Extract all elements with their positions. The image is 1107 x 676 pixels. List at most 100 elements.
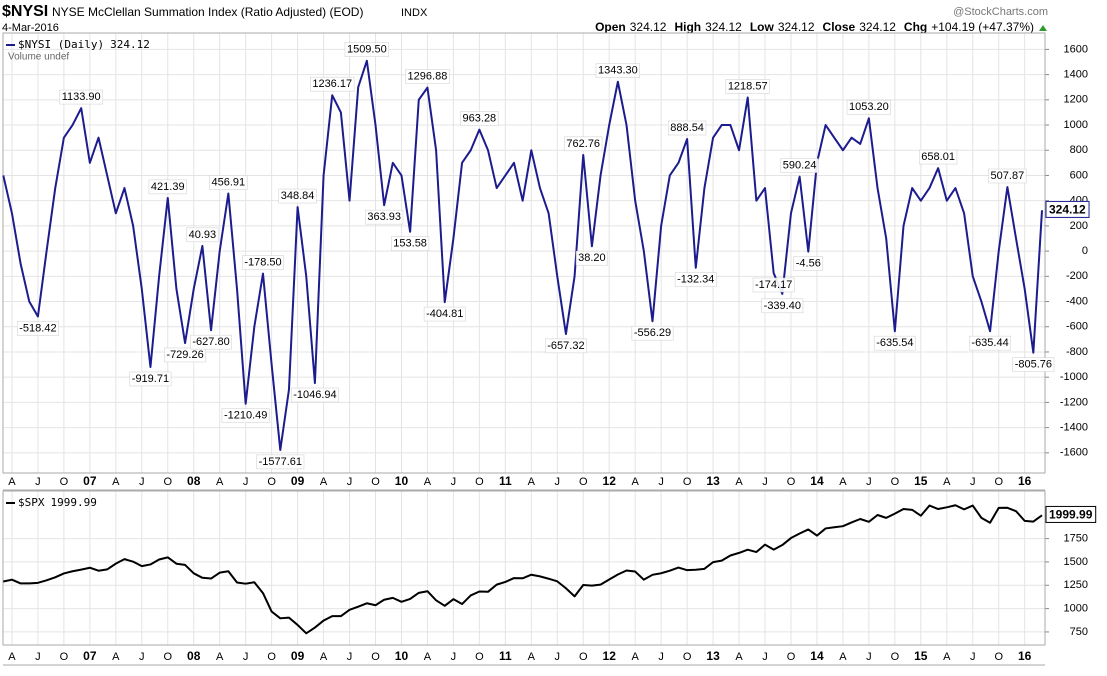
x-tick-label: 16 (1018, 474, 1032, 488)
last-value-box (1045, 200, 1090, 218)
x-tick-label: 12 (603, 474, 617, 488)
y-tick-label: -1400 (1060, 422, 1088, 434)
x-tick-label: J (555, 651, 561, 663)
value-label-group: -919.71 (129, 371, 172, 387)
stat-value: +104.19 (+47.37%) (931, 20, 1034, 34)
value-label-box (405, 69, 450, 84)
x-tick-label: O (787, 476, 796, 488)
value-label-group: -174.17 (752, 277, 795, 293)
x-tick-label: J (347, 476, 353, 488)
x-tick-label: J (451, 651, 457, 663)
plot-frame (2, 490, 1046, 646)
y-tick-label: 750 (1070, 626, 1088, 638)
value-label-box (595, 63, 640, 78)
x-tick-label: A (320, 651, 328, 663)
value-label-group: 1053.20 (846, 99, 892, 115)
value-label-box (278, 188, 317, 204)
x-tick-label: 10 (395, 474, 409, 488)
x-tick-label: J (555, 476, 561, 488)
x-tick-label: O (163, 651, 172, 663)
value-label-box (423, 306, 466, 322)
x-tick-label: J (970, 651, 976, 663)
value-label-box (209, 175, 248, 190)
x-tick-label: 11 (499, 649, 512, 663)
value-label-group: -404.81 (423, 306, 466, 322)
x-tick-label: O (891, 651, 900, 663)
y-tick-label: 1400 (1064, 69, 1088, 81)
value-label-box (129, 371, 172, 387)
value-label-box (873, 335, 916, 351)
value-label-box (674, 272, 717, 287)
value-label-group: 1133.90 (59, 89, 103, 105)
value-label-group: 762.76 (564, 136, 603, 152)
value-label-group: 348.84 (278, 188, 317, 204)
date: 4-Mar-2016 (2, 22, 59, 34)
value-label-group: 1218.57 (725, 79, 770, 94)
value-label: 1236.17 (312, 78, 352, 90)
value-label-group: -132.34 (674, 272, 717, 287)
value-label: 963.28 (463, 113, 497, 125)
value-label-group: 1236.17 (310, 76, 355, 92)
value-label-group: -635.44 (969, 335, 1011, 351)
value-label-group: 38.20 (575, 250, 608, 266)
x-tick-label: A (528, 651, 536, 663)
value-label-group: 590.24 (780, 158, 819, 173)
value-label-group: -657.32 (545, 338, 587, 354)
y-tick-label: 1200 (1064, 94, 1088, 106)
x-tick-label: J (451, 476, 457, 488)
x-tick-label: J (866, 476, 872, 488)
x-tick-label: A (632, 476, 640, 488)
stat-label: Open (595, 20, 626, 34)
x-tick-label: O (371, 476, 380, 488)
x-tick-label: A (216, 651, 224, 663)
x-tick-label: A (735, 651, 743, 663)
value-label-box (164, 347, 206, 363)
value-label-box (725, 79, 770, 94)
price-stats: Open 324.12 High 324.12 Low 324.12 Close 324.12… (595, 20, 1034, 34)
x-tick-label: O (787, 651, 796, 663)
x-tick-label: A (943, 651, 951, 663)
x-tick-label: J (243, 476, 249, 488)
value-label: -518.42 (19, 322, 56, 334)
value-label: 363.93 (367, 211, 401, 223)
value-label: -1210.49 (224, 410, 267, 422)
x-tick-label: 07 (83, 474, 97, 488)
value-label: -556.29 (634, 327, 671, 339)
x-tick-label: A (943, 476, 951, 488)
value-label: 888.54 (670, 122, 704, 134)
stat-label: Low (750, 20, 775, 34)
value-label: -404.81 (426, 308, 463, 320)
value-label: 38.20 (578, 252, 606, 264)
x-tick-label: A (528, 476, 536, 488)
stat-label: Close (823, 20, 856, 34)
value-label: 1053.20 (849, 101, 889, 113)
x-tick-label: 14 (810, 649, 824, 663)
value-label: -1577.61 (259, 456, 302, 468)
value-label-box (969, 335, 1011, 351)
x-tick-label: A (112, 651, 120, 663)
value-label: 1509.50 (347, 44, 387, 56)
legend-value: 324.12 (110, 38, 150, 51)
value-label-box (575, 250, 608, 266)
value-label-group: -729.26 (164, 347, 206, 363)
value-label-group: 888.54 (668, 120, 707, 136)
x-tick-label: J (35, 651, 41, 663)
x-tick-label: O (579, 476, 588, 488)
x-tick-label: O (163, 476, 172, 488)
value-label-group: -4.56 (793, 256, 824, 271)
x-tick-label: O (371, 651, 380, 663)
value-label: 658.01 (921, 151, 955, 163)
x-tick-label: 09 (291, 474, 305, 488)
last-value-box (1045, 505, 1097, 523)
value-label: -174.17 (755, 279, 792, 291)
value-label-box (148, 179, 187, 195)
source: @StockCharts.com (953, 6, 1048, 18)
x-tick-label: J (658, 476, 664, 488)
exchange: INDX (401, 7, 428, 19)
x-tick-label: 08 (187, 474, 201, 488)
x-tick-label: A (735, 476, 743, 488)
value-label-box (186, 227, 219, 243)
stat-value: 324.12 (705, 20, 742, 34)
value-label: 1296.88 (408, 71, 448, 83)
